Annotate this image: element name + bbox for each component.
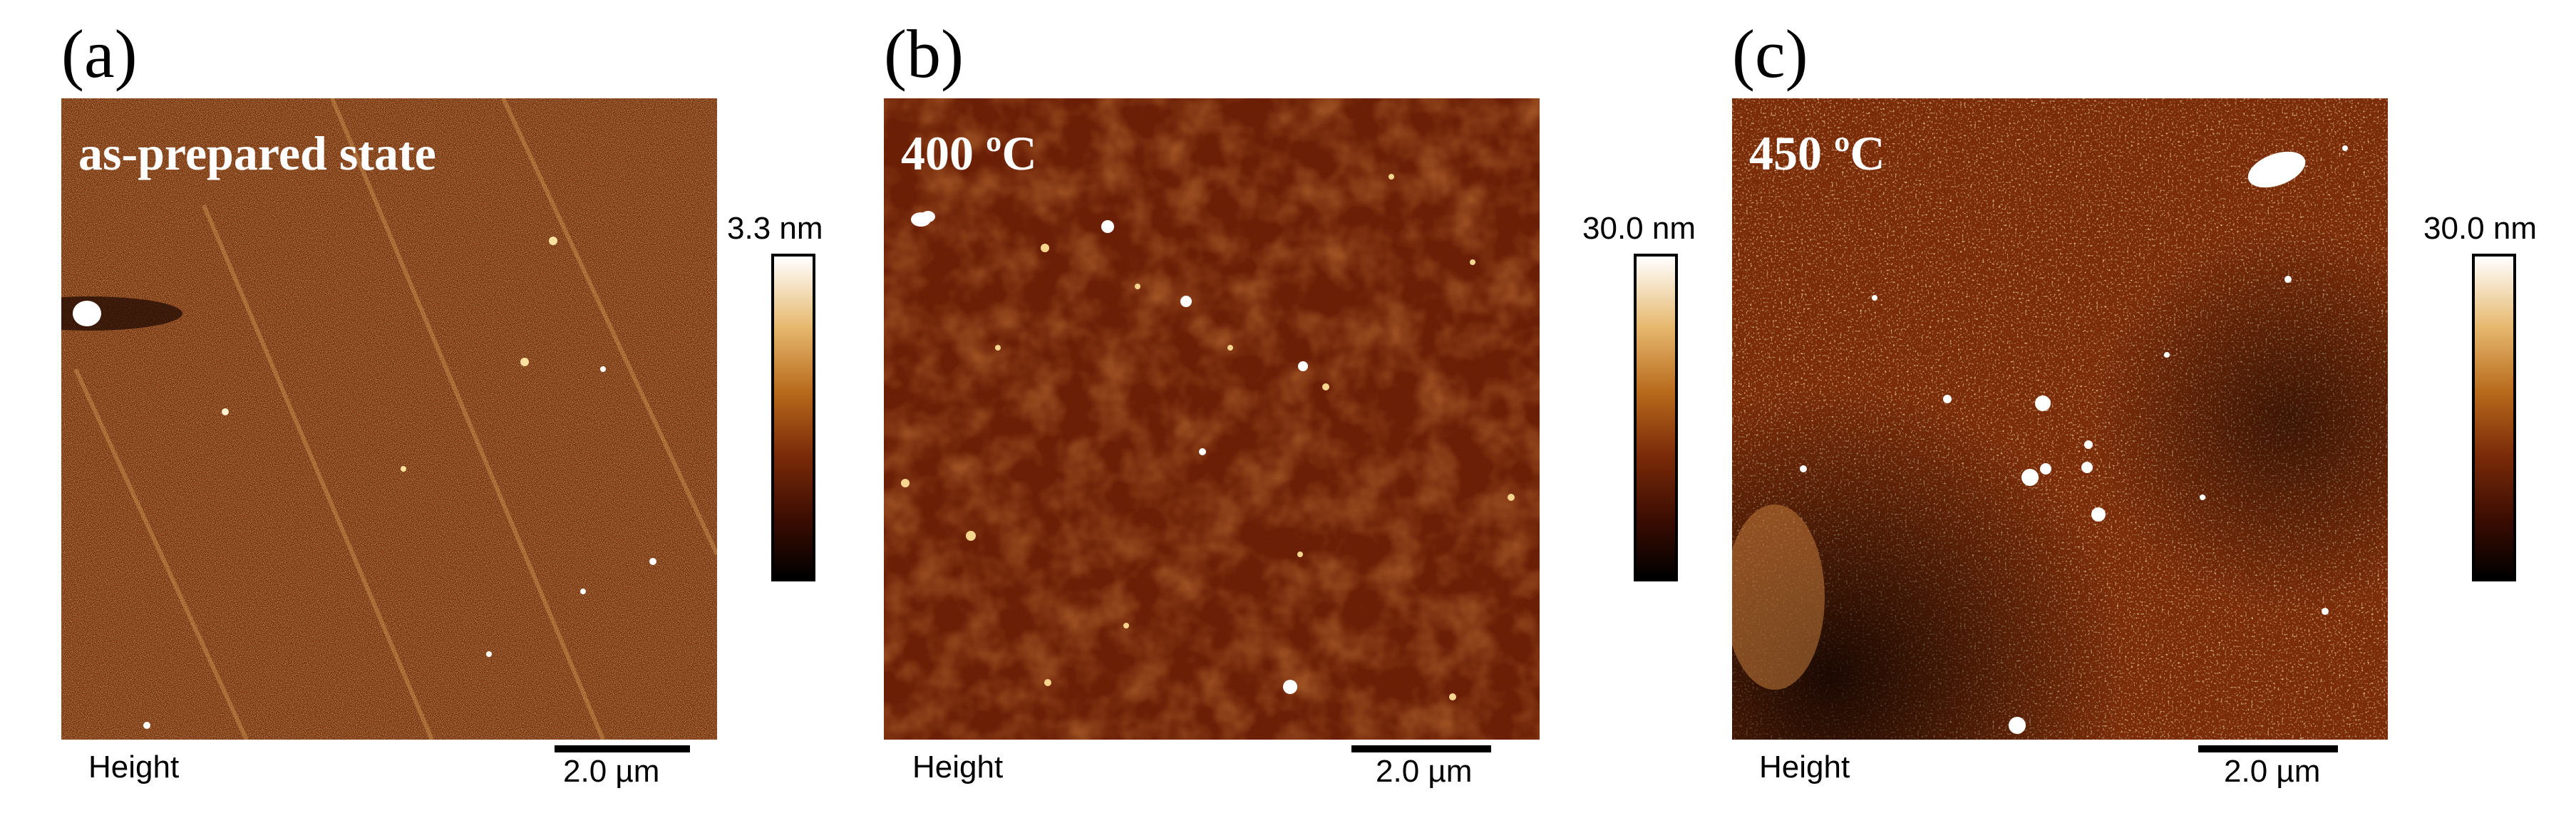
scale-bar [2198,745,2338,752]
scale-bar-label: 2.0 µm [2224,754,2321,789]
colorbar-max-label: 3.3 nm [727,211,823,246]
panel-letter: (a) [61,16,138,92]
afm-image-c [1732,98,2388,740]
panel-a: (a) [0,0,855,818]
channel-label: Height [1759,750,1850,785]
panel-c: (c) [1682,0,2538,818]
height-colorbar [771,254,815,581]
scale-bar [555,745,690,752]
panel-b: (b) [827,0,1696,818]
afm-image-a [61,98,717,740]
sample-state-label: 450 ºC [1749,126,1885,180]
channel-label: Height [912,750,1004,785]
afm-height-image: 450 ºC [1732,98,2388,740]
panel-letter: (c) [1732,16,1808,92]
afm-height-image: 400 ºC [884,98,1540,740]
scale-bar-label: 2.0 µm [1376,754,1473,789]
channel-label: Height [88,750,180,785]
panel-letter: (b) [884,16,964,92]
height-colorbar [2472,254,2516,581]
afm-image-b [884,98,1540,740]
scale-bar-label: 2.0 µm [563,754,660,789]
colorbar-max-label: 30.0 nm [2423,211,2537,246]
afm-height-image: as-prepared state [61,98,717,740]
sample-state-label: 400 ºC [901,126,1037,180]
height-colorbar [1634,254,1678,581]
scale-bar [1351,745,1491,752]
colorbar-max-label: 30.0 nm [1582,211,1696,246]
sample-state-label: as-prepared state [78,126,436,180]
